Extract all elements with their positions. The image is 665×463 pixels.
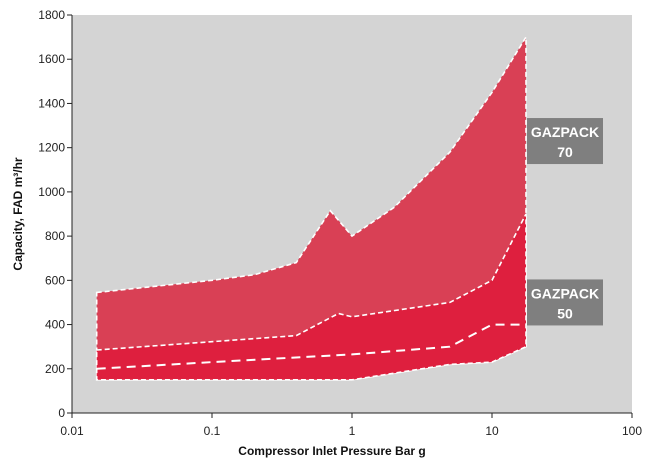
y-axis-title: Capacity, FAD m³/hr [11, 157, 25, 270]
annotations: GAZPACK 70 GAZPACK 50 [527, 118, 603, 326]
x-tick-label: 1 [349, 424, 356, 438]
y-tick-label: 600 [45, 273, 65, 287]
annotation-bg [527, 118, 603, 165]
axes: 0 200 400 600 800 1000 1200 1400 1600 1800 0.01 0.1… [38, 8, 642, 438]
y-tick-label: 1600 [38, 52, 65, 66]
y-tick-label: 1000 [38, 185, 65, 199]
series-area-2 [95, 213, 527, 381]
x-tick-label: 10 [485, 424, 499, 438]
y-tick-label: 200 [45, 362, 65, 376]
x-tick-label: 0.01 [60, 424, 84, 438]
series-areas [95, 34, 527, 381]
x-tick-label: 0.1 [204, 424, 221, 438]
annotation-bg [527, 279, 603, 326]
annotation-line1: GAZPACK [531, 124, 599, 140]
y-tick-label: 0 [58, 406, 65, 420]
y-tick-label: 800 [45, 229, 65, 243]
annotation-box-1: GAZPACK 70 [527, 118, 603, 165]
annotation-box-2: GAZPACK 50 [527, 279, 603, 326]
annotation-line1: GAZPACK [531, 285, 599, 301]
dashed-line [96, 323, 526, 370]
annotation-line2: 50 [557, 305, 573, 321]
y-tick-label: 1800 [38, 8, 65, 22]
y-tick-label: 1200 [38, 141, 65, 155]
y-tick-label: 400 [45, 318, 65, 332]
x-tick-label: 100 [622, 424, 642, 438]
annotation-line2: 70 [557, 144, 573, 160]
x-axis-title: Compressor Inlet Pressure Bar g [238, 444, 425, 458]
y-tick-label: 1400 [38, 96, 65, 110]
